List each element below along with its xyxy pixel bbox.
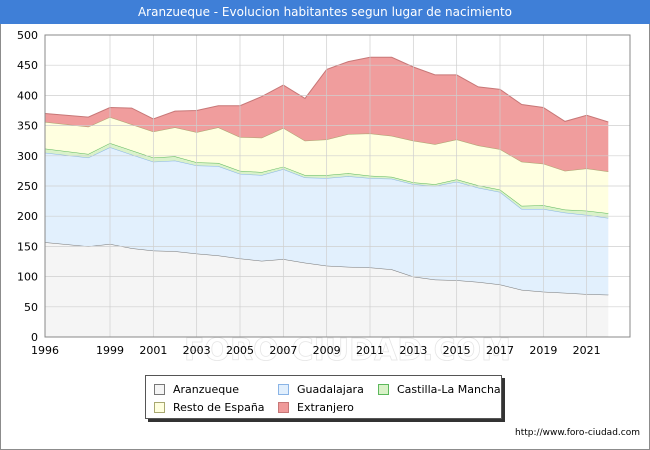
y-tick-label: 50 [24, 301, 38, 314]
source-link[interactable]: http://www.foro-ciudad.com [515, 428, 640, 438]
x-tick-label: 1999 [96, 344, 124, 357]
y-tick-label: 400 [17, 89, 38, 102]
y-tick-label: 150 [17, 240, 38, 253]
x-tick-label: 2019 [529, 344, 557, 357]
x-tick-label: 2001 [139, 344, 167, 357]
x-tick-label: 2015 [443, 344, 471, 357]
x-tick-label: 2003 [183, 344, 211, 357]
x-tick-label: 2017 [486, 344, 514, 357]
y-tick-label: 450 [17, 59, 38, 72]
chart-title: Aranzueque - Evolucion habitantes segun … [0, 0, 650, 24]
legend-label-aranzueque: Aranzueque [173, 382, 239, 396]
x-tick-label: 2021 [573, 344, 601, 357]
y-tick-label: 300 [17, 150, 38, 163]
y-tick-label: 0 [31, 331, 38, 344]
x-tick-label: 2011 [356, 344, 384, 357]
y-tick-label: 200 [17, 210, 38, 223]
chart-legend: Aranzueque Guadalajara Castilla-La Manch… [145, 375, 502, 419]
legend-label-resto-de-espana: Resto de España [173, 400, 265, 414]
y-tick-label: 350 [17, 120, 38, 133]
legend-label-castilla-la-mancha: Castilla-La Mancha [397, 382, 501, 396]
legend-label-guadalajara: Guadalajara [297, 382, 364, 396]
y-tick-label: 500 [17, 29, 38, 42]
x-tick-label: 2009 [313, 344, 341, 357]
legend-item-aranzueque: Aranzueque [154, 382, 239, 396]
x-tick-label: 2007 [269, 344, 297, 357]
legend-swatch-guadalajara [278, 383, 289, 395]
area-castilla-la-mancha [45, 143, 609, 218]
x-tick-label: 2013 [399, 344, 427, 357]
legend-swatch-resto-de-espana [154, 401, 165, 413]
legend-swatch-extranjero [278, 401, 289, 413]
legend-swatch-castilla-la-mancha [378, 383, 389, 395]
y-tick-label: 100 [17, 271, 38, 284]
legend-swatch-aranzueque [154, 383, 165, 395]
legend-item-guadalajara: Guadalajara [278, 382, 364, 396]
legend-label-extranjero: Extranjero [297, 400, 354, 414]
y-tick-label: 250 [17, 180, 38, 193]
x-tick-label: 2005 [226, 344, 254, 357]
x-tick-label: 1996 [31, 344, 59, 357]
legend-item-extranjero: Extranjero [278, 400, 354, 414]
legend-item-castilla-la-mancha: Castilla-La Mancha [378, 382, 501, 396]
plot-border [44, 34, 631, 338]
legend-item-resto-de-espana: Resto de España [154, 400, 265, 414]
watermark-text: FORO-CIUDAD.COM [184, 333, 511, 368]
